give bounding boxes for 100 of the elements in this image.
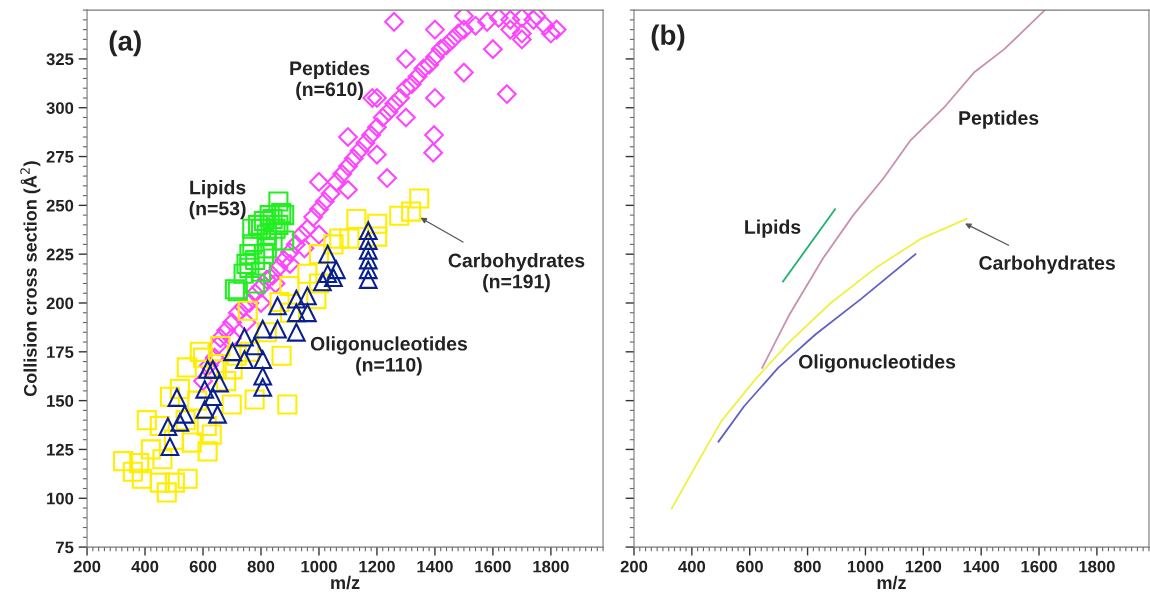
- point: [169, 378, 190, 399]
- x-tick-label: 600: [189, 560, 217, 573]
- y-tick-label: 125: [47, 443, 74, 456]
- y-tick-label: 100: [47, 492, 74, 505]
- x-tick-label: 1600: [475, 560, 511, 573]
- annotation: Oligonucleotides (n=110): [310, 336, 467, 376]
- point: [401, 201, 422, 222]
- point: [159, 386, 181, 407]
- point: [235, 327, 254, 347]
- x-tick-label: 200: [620, 560, 648, 573]
- annotation: Carbohydrates (n=191): [448, 253, 585, 293]
- x-tick-label: 400: [678, 560, 706, 573]
- point: [136, 410, 157, 431]
- y-axis-title: Collision cross section (Å$^{2}$): [20, 161, 41, 397]
- point: [279, 302, 301, 323]
- point: [297, 263, 318, 284]
- point: [318, 244, 338, 264]
- point: [233, 263, 254, 284]
- point: [256, 238, 277, 259]
- point: [308, 273, 330, 294]
- point: [152, 449, 173, 470]
- point: [242, 234, 263, 255]
- point: [216, 371, 237, 392]
- point: [149, 472, 170, 493]
- point: [318, 264, 338, 284]
- point: [175, 410, 196, 431]
- point: [367, 213, 388, 234]
- point: [160, 437, 180, 457]
- point: [177, 468, 198, 489]
- y-tick-label: 200: [46, 297, 74, 310]
- annotation: (a): [109, 30, 141, 57]
- x-tick-label: 1200: [359, 560, 395, 573]
- point: [358, 260, 378, 280]
- point: [286, 322, 306, 342]
- x-tick-label: 600: [736, 560, 763, 573]
- point: [268, 296, 287, 316]
- point: [158, 417, 178, 436]
- x-tick-label: 1800: [533, 560, 569, 573]
- point: [201, 424, 222, 445]
- point: [279, 275, 300, 297]
- point: [189, 341, 210, 362]
- point: [129, 453, 150, 474]
- y-tick-label: 150: [47, 395, 74, 407]
- x-tick-label: 1000: [847, 560, 884, 573]
- point: [308, 244, 330, 265]
- point: [226, 345, 247, 366]
- point: [163, 429, 185, 450]
- point: [358, 221, 378, 241]
- x-axis-title: m/z: [877, 575, 906, 590]
- point: [149, 415, 170, 437]
- point: [271, 345, 292, 366]
- point: [313, 272, 332, 292]
- point: [274, 230, 295, 251]
- point: [277, 394, 298, 415]
- x-tick-label: 1400: [417, 560, 453, 573]
- point: [181, 432, 202, 453]
- point: [164, 472, 185, 493]
- point: [223, 342, 242, 362]
- annotation: Peptides (n=610): [290, 60, 370, 100]
- point: [122, 461, 143, 482]
- x-tick-label: 400: [131, 560, 159, 573]
- point: [358, 270, 378, 289]
- point: [196, 415, 217, 437]
- point: [253, 366, 273, 386]
- point: [346, 208, 367, 230]
- x-tick-label: 1000: [301, 560, 337, 573]
- point: [389, 205, 410, 226]
- point: [221, 394, 242, 415]
- point: [206, 359, 227, 380]
- y-tick-label: 275: [46, 150, 74, 163]
- point: [198, 360, 218, 379]
- point: [329, 228, 350, 249]
- y-tick-label: 325: [46, 53, 74, 66]
- point: [131, 468, 152, 489]
- point: [323, 234, 344, 255]
- point: [239, 341, 260, 362]
- point: [269, 291, 290, 313]
- point: [187, 390, 208, 411]
- annotation: Carbohydrates: [979, 255, 1115, 274]
- point: [253, 377, 273, 397]
- point: [358, 250, 378, 270]
- point: [208, 404, 227, 424]
- point: [242, 218, 263, 239]
- point: [262, 230, 283, 251]
- point: [409, 188, 430, 209]
- point: [140, 439, 161, 460]
- point: [197, 441, 218, 462]
- point: [192, 347, 214, 368]
- point: [268, 319, 287, 339]
- point: [326, 260, 346, 280]
- point: [367, 226, 388, 247]
- point: [298, 303, 317, 323]
- y-tick-label: 175: [47, 346, 74, 359]
- point: [156, 482, 177, 503]
- point: [358, 231, 378, 250]
- x-tick-label: 1600: [1021, 560, 1057, 573]
- point: [268, 191, 289, 212]
- annotation: (b): [651, 24, 685, 51]
- point: [298, 286, 317, 306]
- point: [250, 261, 272, 282]
